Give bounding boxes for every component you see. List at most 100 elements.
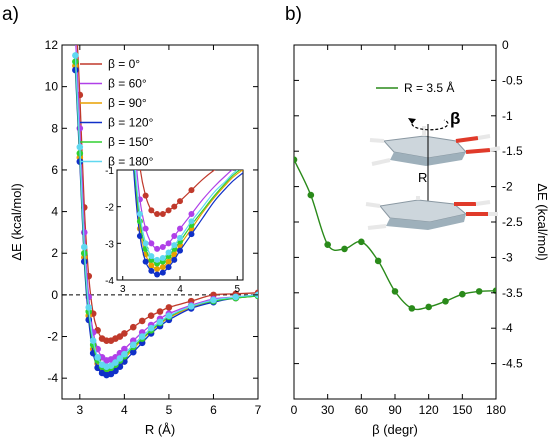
inset-x-tick-label: 5 [234,284,240,295]
data-point-s0-11 [121,330,128,337]
data-point-s5-0 [72,52,79,59]
inset-point-s3-12 [188,231,195,238]
inset-point-s5-7 [154,256,161,263]
data-point-s5-10 [116,355,124,362]
b-data-point-10 [459,290,466,298]
inset-point-s0-9 [165,207,172,214]
y-tick-label: 6 [51,163,58,177]
data-point-s0-14 [147,312,155,320]
data-point-s5-3 [85,304,93,311]
inset-point-s1-5 [142,225,149,232]
inset-point-s3-6 [148,267,155,274]
b-data-point-3 [341,245,348,253]
b-y-tick-label: -1.5 [502,144,523,158]
b-x-tick-label: 60 [355,403,369,417]
inset-point-s2-7 [154,266,161,272]
inset-point-s0-11 [177,198,183,205]
x-tick-label: 6 [210,403,217,417]
legend-label-3: β = 120° [108,116,154,130]
x-tick-label: 3 [76,403,83,417]
panel-a-x-axis-label: R (Å) [145,422,175,437]
b-data-point-1 [307,191,315,199]
data-point-s5-14 [147,324,155,332]
inset-point-s2-9 [165,258,172,265]
b-y-tick-label: -4 [502,321,513,335]
inset-point-s2-6 [148,262,155,269]
b-legend-label: R = 3.5 Å [404,80,454,95]
inset-point-s1-6 [148,240,155,247]
data-point-s1-11 [121,345,128,353]
inset-point-s0-12 [188,187,195,194]
beta-annotation: β [450,109,460,128]
inset-x-tick-label: 4 [177,284,183,295]
panel-a-legend: β = 0° β = 60° β = 90° β = 120° β = 150° β = … [80,57,154,169]
b-data-point-11 [475,288,483,295]
b-data-point-0 [294,156,298,163]
x-tick-label: 4 [121,403,128,417]
b-y-tick-label: -0.5 [502,73,523,87]
data-point-s5-9 [112,359,119,366]
inset-point-s5-8 [159,255,166,261]
inset-point-s5-9 [165,249,172,256]
r-distance-annotation: R [418,170,427,185]
b-data-point-6 [391,288,399,295]
b-y-tick-label: 0 [502,38,509,52]
inset-point-s5-6 [148,253,155,260]
inset-x-tick-label: 3 [120,284,126,295]
inset-point-s3-5 [142,258,149,265]
b-data-point-2 [324,241,331,248]
inset-point-s5-12 [188,218,195,225]
data-point-s3-12 [129,348,137,356]
b-y-tick-label: -1 [502,109,513,123]
data-point-s5-1 [76,143,84,151]
inset-point-s5-4 [136,211,143,217]
b-x-tick-label: 0 [291,403,298,417]
y-tick-label: 2 [51,246,58,260]
data-point-s5-12 [129,341,137,349]
b-y-tick-label: -3.5 [502,286,523,300]
y-tick-label: 0 [51,288,58,302]
data-point-s5-2 [80,243,88,251]
y-tick-label: -4 [47,371,58,385]
inset-y-tick-label: -2 [105,203,114,214]
bottom-molecule [365,196,498,230]
b-data-point-4 [358,238,365,246]
panel-b-y-axis-label: ΔE (kcal/mol) [535,183,550,260]
b-data-point-9 [442,297,449,305]
inset-y-tick-label: -4 [105,276,114,287]
b-data-point-8 [425,303,432,311]
inset-y-tick-label: -1 [105,166,114,177]
b-data-point-5 [374,257,382,265]
inset-point-s4-4 [136,218,143,225]
data-point-s0-0 [72,0,79,7]
panel-b-label: b) [285,4,302,25]
inset-point-s1-9 [165,240,172,247]
legend-label-1: β = 60° [108,77,147,91]
y-tick-label: 4 [51,205,58,219]
inset-point-s3-7 [154,271,161,278]
inset-point-s1-11 [177,225,183,232]
x-tick-label: 7 [255,403,262,417]
inset-point-s0-7 [154,211,161,217]
b-y-tick-label: -4.5 [502,357,523,371]
panel-a-y-axis-label: ΔE (kcal/mol) [9,183,24,260]
y-tick-label: 10 [45,80,59,94]
data-point-s5-5 [94,354,101,361]
b-x-tick-label: 90 [388,403,402,417]
rotation-arrow [411,119,449,131]
data-point-s0-16 [165,304,173,311]
inset-point-s3-4 [136,233,143,239]
b-x-tick-label: 150 [452,403,472,417]
y-tick-label: 8 [51,121,58,135]
data-point-s5-13 [138,333,146,340]
inset-point-s3-10 [171,256,178,263]
panel-b-x-axis-label: β (degr) [372,422,418,437]
data-point-s5-19 [232,293,240,301]
inset-point-s0-10 [171,203,178,210]
panel-a-inset: 3 4 5 -4 -3 -2 -1 [105,166,244,295]
legend-label-0: β = 0° [108,57,140,71]
inset-point-s3-9 [165,264,172,271]
inset-point-s5-5 [142,240,149,247]
inset-point-s1-8 [159,244,166,250]
